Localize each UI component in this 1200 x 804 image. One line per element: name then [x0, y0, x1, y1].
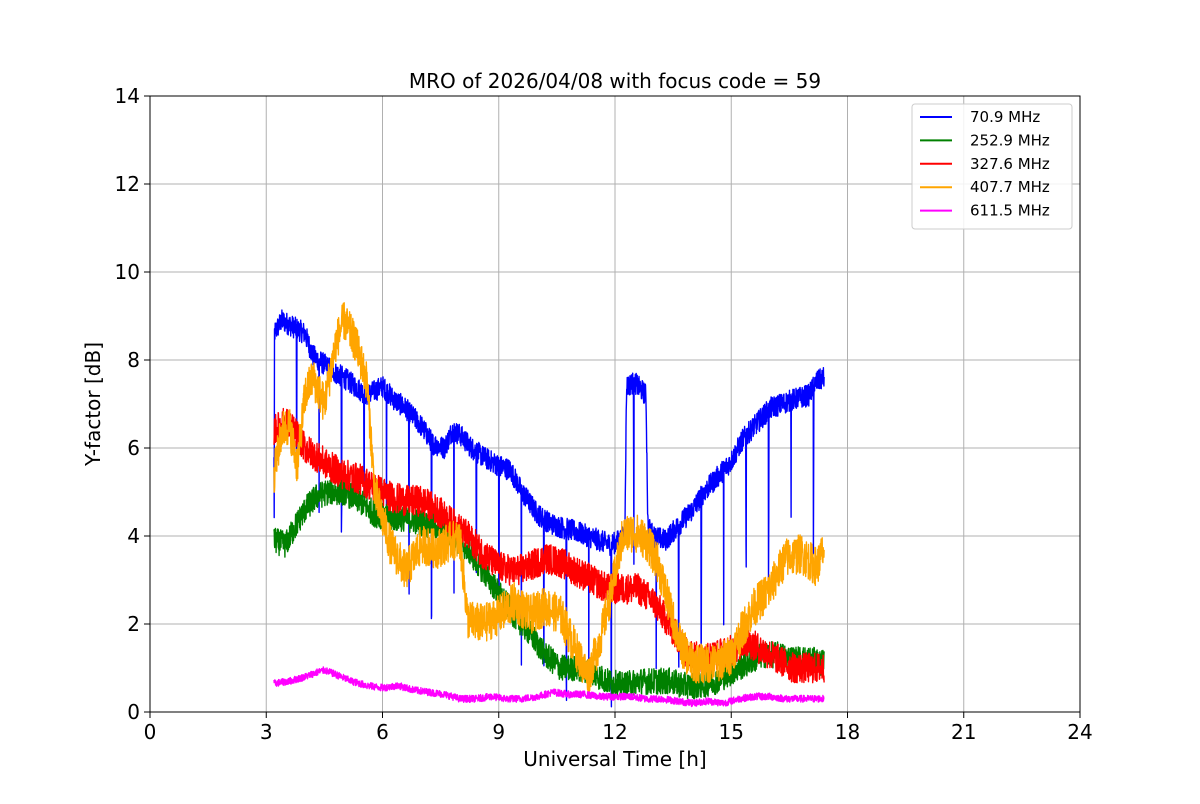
- x-tick-label: 15: [719, 720, 744, 744]
- x-tick-label: 12: [602, 720, 627, 744]
- legend-label: 611.5 MHz: [970, 202, 1050, 220]
- y-tick-label: 10: [115, 260, 140, 284]
- legend-box: [911, 103, 1073, 230]
- series-line: [273, 478, 825, 700]
- y-axis-label: Y-factor [dB]: [81, 342, 105, 467]
- legend-label: 327.6 MHz: [970, 155, 1050, 173]
- x-axis-label: Universal Time [h]: [523, 747, 706, 771]
- legend-label: 252.9 MHz: [970, 131, 1050, 149]
- x-tick-label: 18: [835, 720, 860, 744]
- legend: 70.9 MHz 252.9 MHz 327.6 MHz 407.7 MHz 611.5…: [911, 103, 1073, 230]
- series-line: [273, 666, 825, 708]
- x-tick-label: 9: [492, 720, 505, 744]
- chart-title: MRO of 2026/04/08 with focus code = 59: [409, 69, 821, 93]
- x-tick-label: 3: [260, 720, 273, 744]
- y-tick-label: 14: [115, 84, 140, 108]
- y-tick-label: 12: [115, 172, 140, 196]
- y-tick-label: 6: [127, 436, 140, 460]
- series-lines: [273, 302, 825, 708]
- series-line: [273, 302, 825, 695]
- y-tick-label: 2: [127, 612, 140, 636]
- y-tick-label: 8: [127, 348, 140, 372]
- y-tick-label: 0: [127, 700, 140, 724]
- x-tick-label: 21: [951, 720, 976, 744]
- legend-label: 407.7 MHz: [970, 178, 1050, 196]
- legend-label: 70.9 MHz: [970, 108, 1040, 126]
- x-tick-label: 24: [1067, 720, 1092, 744]
- y-tick-label: 4: [127, 524, 140, 548]
- x-tick-label: 0: [144, 720, 157, 744]
- x-tick-label: 6: [376, 720, 389, 744]
